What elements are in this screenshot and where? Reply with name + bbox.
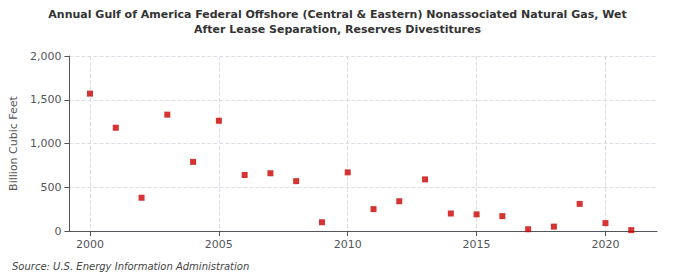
svg-text:1,000: 1,000 — [30, 137, 62, 150]
svg-text:2000: 2000 — [76, 238, 104, 251]
svg-text:Billion Cubic Feet: Billion Cubic Feet — [7, 95, 20, 190]
svg-text:2005: 2005 — [205, 238, 233, 251]
svg-text:0: 0 — [54, 225, 61, 238]
svg-text:After Lease Separation, Reserv: After Lease Separation, Reserves Divesti… — [194, 23, 481, 36]
svg-text:2020: 2020 — [591, 238, 619, 251]
svg-text:Annual Gulf of America Federal: Annual Gulf of America Federal Offshore … — [48, 8, 626, 21]
svg-text:500: 500 — [40, 181, 61, 194]
svg-text:2015: 2015 — [463, 238, 491, 251]
svg-text:2,000: 2,000 — [30, 50, 62, 63]
svg-text:1,500: 1,500 — [30, 93, 62, 106]
svg-text:Source: U.S. Energy Informatio: Source: U.S. Energy Information Administ… — [12, 261, 249, 272]
svg-text:2010: 2010 — [334, 238, 362, 251]
